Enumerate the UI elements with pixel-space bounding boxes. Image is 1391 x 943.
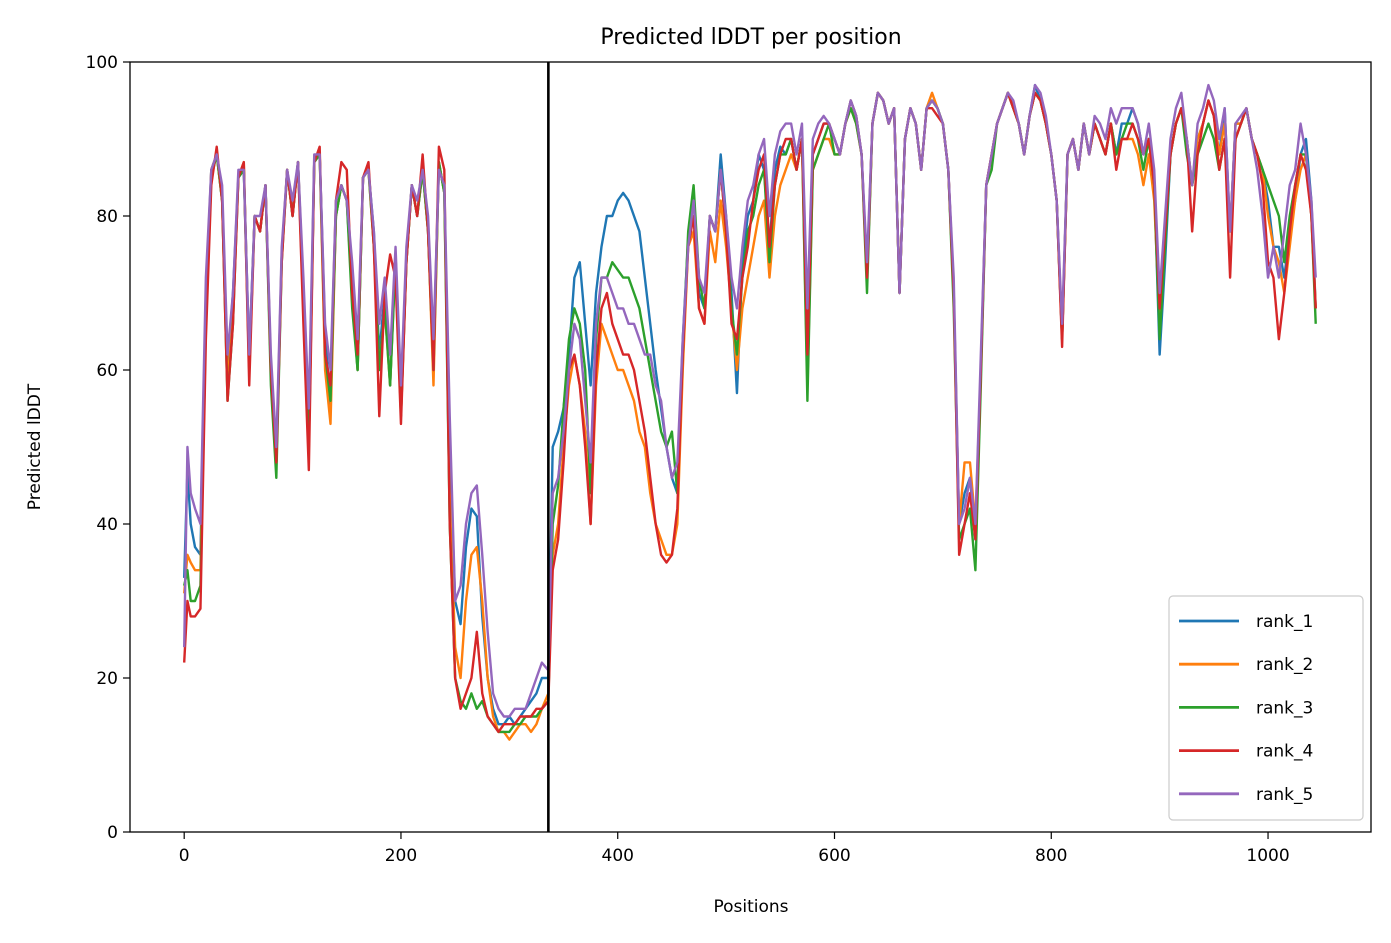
- legend-box: [1168, 595, 1364, 821]
- axes-frame: [129, 61, 1372, 833]
- legend-label-rank_3: rank_3: [1256, 698, 1313, 718]
- x-tick-label: 600: [818, 846, 850, 866]
- x-tick-label: 1000: [1246, 846, 1289, 866]
- x-tick-label: 0: [179, 846, 190, 866]
- series-line-rank_5: [182, 83, 1317, 718]
- chart-title: Predicted lDDT per position: [600, 25, 901, 50]
- legend-label-rank_2: rank_2: [1256, 655, 1313, 675]
- y-tick-label: 40: [96, 515, 118, 535]
- legend-label-rank_5: rank_5: [1256, 785, 1313, 805]
- y-axis-label: Predicted lDDT: [25, 383, 45, 510]
- plot-area: 0 200 400 600 800 1000 0 20 40 60 80 100 rank_1 rank_…: [86, 53, 1372, 866]
- y-tick-label: 100: [86, 53, 118, 73]
- y-tick-label: 80: [96, 207, 118, 227]
- y-tick-label: 60: [96, 361, 118, 381]
- y-tick-label: 20: [96, 669, 118, 689]
- x-axis-label: Positions: [713, 897, 788, 917]
- legend-label-rank_4: rank_4: [1256, 742, 1313, 762]
- series-line-rank_4: [182, 91, 1317, 734]
- y-tick-label: 0: [107, 823, 118, 843]
- x-tick-label: 400: [602, 846, 634, 866]
- x-tick-label: 800: [1035, 846, 1067, 866]
- legend-label-rank_1: rank_1: [1256, 612, 1313, 632]
- x-tick-label: 200: [385, 846, 417, 866]
